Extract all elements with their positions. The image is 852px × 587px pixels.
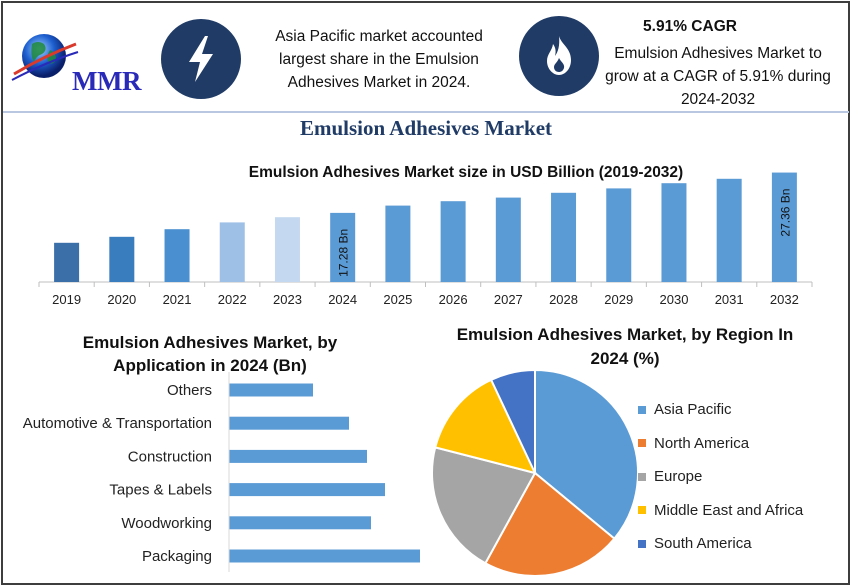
legend-label: Europe xyxy=(654,468,703,486)
x-tick-label-2020: 2020 xyxy=(107,292,136,307)
bar-2027 xyxy=(495,197,521,282)
bar-2021 xyxy=(164,229,190,282)
application-label-3: Tapes & Labels xyxy=(109,482,212,499)
legend-item: Europe xyxy=(638,460,803,494)
legend-swatch xyxy=(638,439,646,448)
pie-slice-2 xyxy=(431,446,537,565)
application-label-4: Woodworking xyxy=(121,515,212,532)
application-bar-chart: Others Automotive & Transportation Constru… xyxy=(23,372,420,572)
market-size-chart-title: Emulsion Adhesives Market size in USD Bi… xyxy=(248,164,684,181)
bar-2023 xyxy=(274,217,300,282)
flame-icon xyxy=(519,16,599,96)
application-bar-0 xyxy=(229,383,313,397)
application-chart-title: Emulsion Adhesives Market, by Applicatio… xyxy=(55,331,365,377)
pie-slice-0 xyxy=(534,368,639,541)
application-bar-3 xyxy=(229,483,385,497)
globe-icon xyxy=(11,34,79,81)
page-title: Emulsion Adhesives Market xyxy=(299,116,553,140)
bar-2030 xyxy=(661,183,687,282)
application-bar-5 xyxy=(229,549,420,563)
region-legend: Asia Pacific North America Europe Middle Ea… xyxy=(638,393,803,561)
pie-slice-3 xyxy=(434,378,537,475)
region-chart-title-text: Emulsion Adhesives Market, by Region In … xyxy=(456,325,794,368)
x-tick-label-2026: 2026 xyxy=(439,292,468,307)
x-tick-label-2028: 2028 xyxy=(549,292,578,307)
header-divider xyxy=(3,111,849,113)
region-chart-title: Emulsion Adhesives Market, by Region In … xyxy=(450,323,800,371)
legend-item: Middle East and Africa xyxy=(638,494,803,528)
legend-item: Asia Pacific xyxy=(638,393,803,427)
region-pie-chart xyxy=(431,368,639,577)
x-tick-label-2023: 2023 xyxy=(273,292,302,307)
bar-2029 xyxy=(606,188,632,282)
x-tick-label-2025: 2025 xyxy=(383,292,412,307)
bar-2024 xyxy=(330,212,356,282)
x-tick-label-2027: 2027 xyxy=(494,292,523,307)
legend-label: Asia Pacific xyxy=(654,401,732,419)
application-bar-1 xyxy=(229,416,349,430)
legend-label: North America xyxy=(654,434,750,452)
legend-swatch xyxy=(638,405,646,414)
x-tick-label-2032: 2032 xyxy=(770,292,799,307)
legend-swatch xyxy=(638,539,646,548)
lightning-bolt-icon xyxy=(161,19,241,99)
x-tick-label-2031: 2031 xyxy=(715,292,744,307)
application-bar-4 xyxy=(229,516,371,530)
application-bar-2 xyxy=(229,449,367,463)
x-tick-label-2021: 2021 xyxy=(163,292,192,307)
cagr-title: 5.91% CAGR xyxy=(643,18,737,35)
application-label-1: Automotive & Transportation xyxy=(23,415,212,432)
legend-swatch xyxy=(638,506,646,515)
application-label-0: Others xyxy=(167,382,212,399)
pie-slice-1 xyxy=(484,471,616,577)
mmr-logo: MMR xyxy=(10,30,155,96)
application-chart-title-text: Emulsion Adhesives Market, by Applicatio… xyxy=(82,333,338,375)
legend-swatch xyxy=(638,472,646,481)
bar-2019 xyxy=(54,242,80,282)
bar-2028 xyxy=(551,192,577,282)
market-size-bar-chart: 2019 2020 2021 2022 2023 2024 17.28 Bn 2025 2026… xyxy=(38,172,813,307)
legend-item: North America xyxy=(638,427,803,461)
x-tick-label-2024: 2024 xyxy=(328,292,357,307)
legend-label: South America xyxy=(654,535,752,553)
bar-2025 xyxy=(385,205,411,282)
x-tick-label-2029: 2029 xyxy=(604,292,633,307)
data-label-2032: 27.36 Bn xyxy=(778,189,792,237)
x-tick-label-2030: 2030 xyxy=(660,292,689,307)
x-tick-label-2019: 2019 xyxy=(52,292,81,307)
bar-2026 xyxy=(440,201,466,282)
application-label-5: Packaging xyxy=(142,548,212,565)
data-label-2024: 17.28 Bn xyxy=(337,229,351,277)
application-label-2: Construction xyxy=(128,448,212,465)
pie-slice-4 xyxy=(489,368,536,474)
bar-2031 xyxy=(716,178,742,282)
bar-2032 xyxy=(771,172,797,282)
bar-2022 xyxy=(219,222,245,282)
x-tick-label-2022: 2022 xyxy=(218,292,247,307)
asia-pacific-note: Asia Pacific market accounted largest sh… xyxy=(275,28,483,91)
bar-2020 xyxy=(109,236,135,282)
cagr-description: Emulsion Adhesives Market to grow at a C… xyxy=(605,45,831,108)
legend-label: Middle East and Africa xyxy=(654,501,804,519)
legend-item: South America xyxy=(638,527,803,561)
logo-text: MMR xyxy=(72,66,141,96)
